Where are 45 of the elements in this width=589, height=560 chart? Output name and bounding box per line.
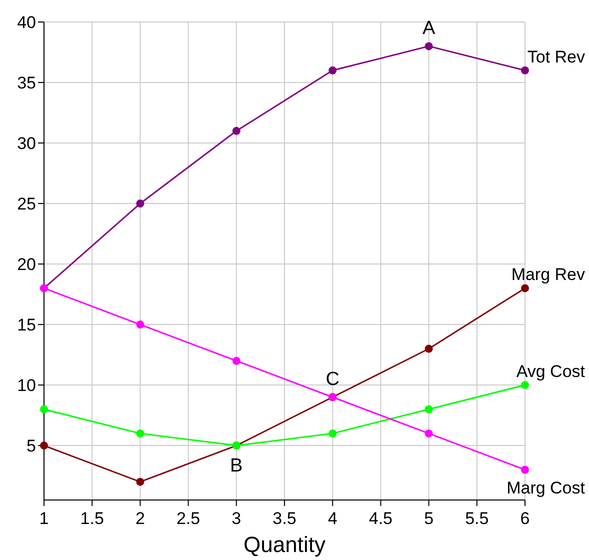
point [521,66,529,74]
point [136,478,144,486]
point [40,442,48,450]
point [136,320,144,329]
x-tick-label: 1 [39,509,49,528]
annotation: C [326,369,340,390]
annotation: B [230,456,243,477]
y-tick-label: 5 [26,436,36,456]
y-tick-label: 35 [17,74,36,93]
point [232,356,240,365]
x-tick-label: 1.5 [80,509,104,528]
series-label: Tot Rev [527,47,586,66]
x-axis-title: Quantity [244,532,326,557]
x-tick-label: 4 [328,509,338,528]
point [232,126,240,135]
x-tick-label: 5 [424,509,434,528]
x-tick-label: 3 [232,509,242,528]
x-tick-label: 4.5 [368,509,393,528]
point [424,42,433,50]
y-tick-label: 10 [17,376,36,396]
y-tick-label: 15 [17,316,36,335]
y-tick-label: 20 [17,255,36,274]
series-label: Marg Rev [511,265,586,284]
x-tick-label: 5.5 [465,509,489,528]
x-tick-label: 2 [135,509,145,528]
point [136,429,144,438]
x-tick-label: 2.5 [176,509,200,528]
series-label: Avg Cost [516,362,586,382]
point [328,429,337,438]
point [424,429,433,438]
point [328,66,337,74]
series-label: Marg Cost [506,478,586,498]
point [521,381,529,390]
annotation: A [422,18,436,40]
point [424,405,433,414]
x-tick-label: 3.5 [272,509,296,528]
point [136,200,144,208]
point [424,344,433,353]
y-tick-label: 30 [17,134,36,154]
point [521,284,529,292]
y-tick-label: 40 [17,13,36,32]
y-tick-label: 25 [17,194,36,214]
point [521,466,529,474]
x-tick-label: 6 [520,509,530,528]
point [40,405,48,414]
